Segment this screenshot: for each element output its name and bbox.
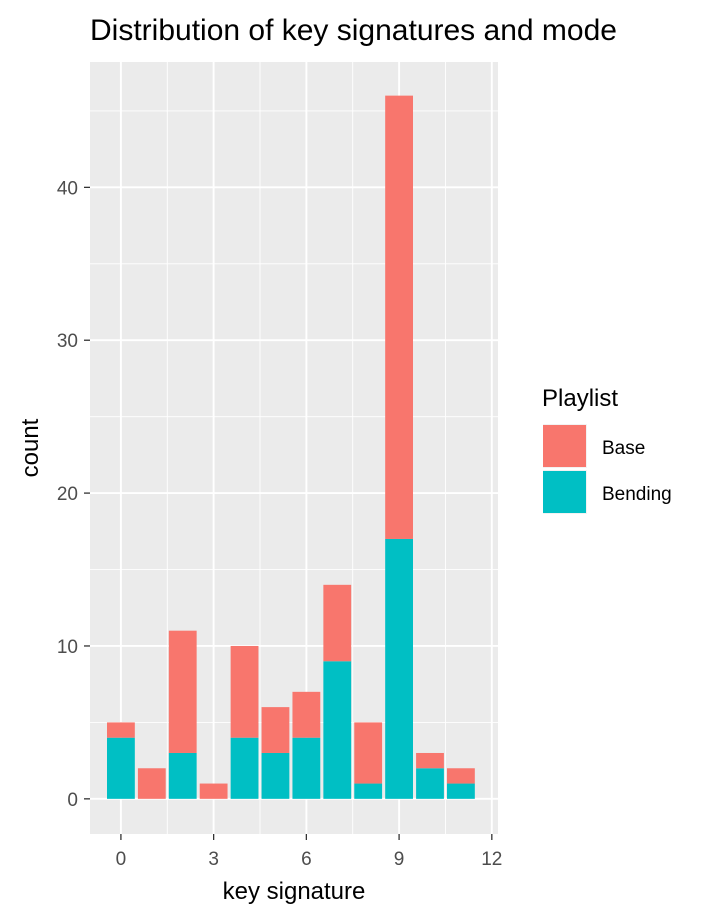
bar-base-key-10: [416, 752, 444, 769]
x-tick-label: 12: [481, 849, 502, 870]
bar-base-key-7: [323, 584, 352, 662]
bars: [107, 95, 475, 799]
bar-base-key-8: [354, 722, 383, 784]
bar-bending-key-2: [168, 752, 197, 799]
legend-items: Base Bending: [543, 424, 672, 514]
y-tick-label: 0: [67, 790, 78, 811]
y-axis-title: count: [17, 418, 44, 477]
y-tick-label: 10: [57, 637, 78, 658]
y-tick-label: 40: [57, 178, 78, 199]
y-tick-label: 30: [57, 331, 78, 352]
x-tick-label: 3: [208, 849, 219, 870]
bar-base-key-2: [168, 630, 197, 753]
chart-title: Distribution of key signatures and mode: [90, 14, 617, 47]
bar-base-key-0: [107, 722, 135, 738]
legend-swatch-base: [543, 425, 586, 467]
legend-title: Playlist: [542, 385, 618, 412]
bar-base-key-3: [199, 783, 228, 799]
x-tick-label: 6: [301, 849, 312, 870]
bar-base-key-11: [447, 768, 475, 784]
bar-bending-key-10: [416, 768, 444, 799]
bar-bending-key-9: [385, 538, 413, 799]
bar-base-key-9: [385, 95, 413, 539]
bar-bending-key-0: [107, 737, 135, 799]
x-tick-label: 0: [116, 849, 127, 870]
legend-swatch-bending: [543, 471, 586, 513]
bar-bending-key-6: [292, 737, 321, 799]
x-tick-label: 9: [394, 849, 405, 870]
x-axis-ticks: 0 3 6 9 12: [116, 834, 502, 870]
bar-bending-key-11: [447, 783, 475, 799]
legend-label-bending: Bending: [602, 484, 672, 505]
bar-base-key-6: [292, 691, 321, 738]
bar-bending-key-4: [230, 737, 259, 799]
bar-bending-key-8: [354, 783, 383, 799]
bar-base-key-1: [137, 768, 166, 799]
bar-bending-key-7: [323, 661, 352, 799]
y-axis-ticks: 0 10 20 30 40: [57, 178, 90, 811]
bar-base-key-5: [261, 707, 290, 753]
bar-base-key-4: [230, 645, 259, 738]
bar-bending-key-5: [261, 752, 290, 799]
legend-label-base: Base: [602, 438, 645, 459]
legend: Playlist Base Bending: [542, 385, 672, 514]
x-axis-title: key signature: [223, 878, 366, 905]
y-tick-label: 20: [57, 484, 78, 505]
